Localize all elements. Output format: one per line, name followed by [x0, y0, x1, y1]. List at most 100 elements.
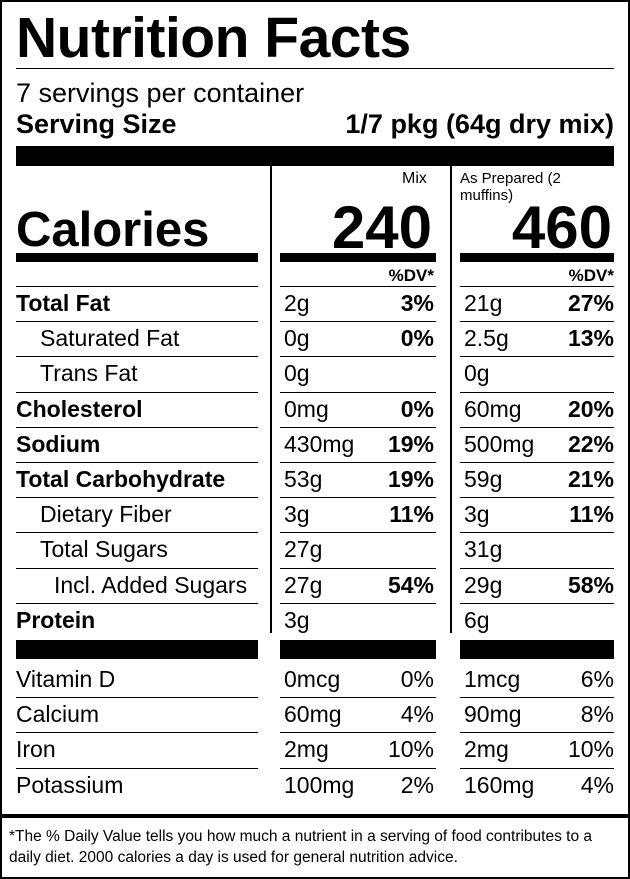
nutrient-row: Cholesterol 0mg 0% 60mg 20%	[16, 393, 614, 428]
nutrient-name: Dietary Fiber	[40, 501, 172, 528]
mix-amount: 0g	[284, 325, 310, 352]
vitamin-name: Vitamin D	[16, 666, 116, 692]
row-separator-prepared	[460, 567, 614, 569]
row-separator-mix	[280, 426, 436, 428]
mix-dv: 3%	[400, 290, 434, 316]
prepared-amount: 3g	[464, 501, 490, 528]
row-separator-prepared	[460, 497, 614, 499]
prepared-dv: 13%	[567, 325, 614, 352]
row-separator-mix	[280, 391, 436, 393]
vitamin-separator-prepared	[460, 697, 614, 699]
mix-dv: 0%	[400, 395, 434, 422]
nutrient-row: Saturated Fat 0g 0% 2.5g 13%	[16, 322, 614, 357]
row-separator-prepared	[460, 426, 614, 428]
prepared-amount: 90mg	[464, 701, 522, 728]
nutrient-name: Total Sugars	[40, 536, 168, 563]
mix-amount: 430mg	[284, 430, 355, 457]
vitamins-bar-mix	[280, 640, 436, 659]
mix-amount: 60mg	[284, 701, 342, 728]
nutrient-row: Protein 3g 6g	[16, 604, 614, 639]
row-separator-mix	[280, 567, 436, 569]
mix-dv: 10%	[387, 736, 434, 763]
prepared-dv: 6%	[580, 666, 614, 692]
vitamin-name: Potassium	[16, 771, 124, 798]
row-separator-label	[16, 602, 258, 604]
row-separator-mix	[280, 602, 436, 604]
calories-label: Calories	[16, 203, 210, 257]
dv-header-mix: %DV*	[388, 266, 434, 285]
serving-size-value: 1/7 pkg (64g dry mix)	[345, 109, 614, 139]
prepared-dv: 21%	[567, 466, 614, 492]
row-separator-label	[16, 391, 258, 393]
mix-amount: 3g	[284, 501, 310, 528]
mix-amount: 2g	[284, 290, 310, 316]
thick-divider	[16, 146, 614, 166]
row-separator-label	[16, 321, 258, 323]
prepared-dv: 20%	[567, 395, 614, 422]
vitamin-separator-mix	[280, 697, 436, 699]
mix-dv: 19%	[387, 466, 434, 492]
prepared-dv: 22%	[567, 430, 614, 457]
row-separator-mix	[280, 462, 436, 463]
calories-bar-prepared	[460, 253, 614, 262]
mix-amount: 27g	[284, 571, 323, 598]
prepared-amount: 0g	[464, 360, 490, 387]
column-divider-prepared	[450, 166, 452, 633]
nutrient-name: Saturated Fat	[40, 325, 180, 352]
vitamin-separator-label	[16, 697, 258, 699]
row-separator-label	[16, 286, 258, 287]
row-separator-label	[16, 462, 258, 463]
prepared-amount: 29g	[464, 571, 503, 598]
vitamin-row: Iron 2mg 10% 2mg 10%	[16, 733, 614, 768]
row-separator-mix	[280, 321, 436, 323]
vitamin-row: Vitamin D 0mcg 0% 1mcg 6%	[16, 663, 614, 698]
mix-amount: 0g	[284, 360, 310, 387]
prepared-amount: 160mg	[464, 771, 535, 798]
vitamins-bar-label	[16, 640, 258, 659]
row-separator-label	[16, 426, 258, 428]
footnote: *The % Daily Value tells you how much a …	[9, 828, 592, 866]
serving-size-label: Serving Size	[16, 109, 177, 139]
row-separator-prepared	[460, 391, 614, 393]
prepared-amount: 31g	[464, 536, 503, 563]
row-separator-label	[16, 497, 258, 499]
nutrient-name: Protein	[16, 606, 96, 633]
prepared-dv: 27%	[567, 290, 614, 316]
column-header-prepared: As Prepared (2 muffins)	[460, 170, 561, 204]
row-separator-prepared	[460, 532, 614, 534]
nutrient-row: Dietary Fiber 3g 11% 3g 11%	[16, 498, 614, 533]
column-header-mix: Mix	[402, 170, 427, 187]
vitamin-separator-prepared	[460, 767, 614, 769]
prepared-dv: 58%	[567, 571, 614, 598]
vitamin-separator-mix	[280, 732, 436, 734]
nutrient-name: Sodium	[16, 430, 101, 457]
nutrient-row: Total Carbohydrate 53g 19% 59g 21%	[16, 463, 614, 498]
mix-dv: 4%	[400, 701, 434, 728]
nutrient-name: Total Fat	[16, 290, 111, 316]
row-separator-prepared	[460, 462, 614, 463]
row-separator-prepared	[460, 356, 614, 358]
vitamin-separator-label	[16, 732, 258, 734]
prepared-amount: 59g	[464, 466, 503, 492]
nutrient-name: Total Carbohydrate	[16, 466, 226, 492]
row-separator-prepared	[460, 602, 614, 604]
vitamin-separator-label	[16, 767, 258, 769]
mix-dv: 2%	[400, 771, 434, 798]
prepared-amount: 6g	[464, 606, 490, 633]
prepared-dv: 4%	[580, 771, 614, 798]
prepared-amount: 1mcg	[464, 666, 521, 692]
nutrient-row: Total Sugars 27g 31g	[16, 533, 614, 568]
row-separator-mix	[280, 532, 436, 534]
nutrient-row: Incl. Added Sugars 27g 54% 29g 58%	[16, 569, 614, 604]
nutrient-name: Incl. Added Sugars	[54, 571, 248, 598]
prepared-amount: 21g	[464, 290, 503, 316]
dv-header-prepared: %DV*	[568, 266, 614, 285]
mix-dv: 0%	[400, 325, 434, 352]
calories-prepared: 460	[511, 194, 612, 261]
nutrient-name: Cholesterol	[16, 395, 143, 422]
mix-amount: 27g	[284, 536, 323, 563]
nutrient-row: Trans Fat 0g 0g	[16, 357, 614, 392]
prepared-dv: 10%	[567, 736, 614, 763]
calories-mix: 240	[331, 194, 432, 261]
